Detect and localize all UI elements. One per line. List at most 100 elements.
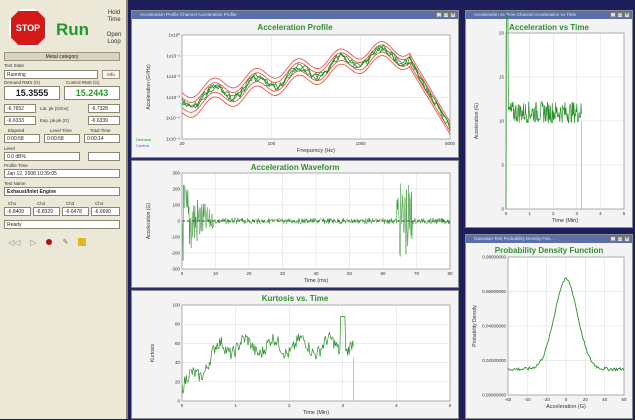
stat-cell: -6.6333 xyxy=(4,116,36,125)
plot-area xyxy=(181,304,451,402)
elapsed-value: 0:00:58 xyxy=(4,134,40,143)
y-tick-label: 10 xyxy=(499,119,505,124)
x-tick-label: 0 xyxy=(565,397,568,402)
x-tick-label: 5 xyxy=(623,211,626,216)
probability-density-chart[interactable]: 0.08000000 0.06000000 0.04000000 0.02000000… xyxy=(466,235,634,420)
window-title-bar[interactable]: Gaussian Test Probability Density Fun... xyxy=(466,235,632,243)
info-button[interactable]: Info xyxy=(102,70,120,79)
step-icon[interactable]: ▷ xyxy=(30,237,37,247)
close-icon[interactable]: × xyxy=(624,236,630,242)
total-time-value: 0:00:14 xyxy=(84,134,120,143)
acceleration-waveform-window[interactable]: Acceleration Waveform 300 200 100 0 -100 -200… xyxy=(131,160,459,288)
legend-control: Control xyxy=(136,143,149,148)
plot-area xyxy=(181,34,451,140)
x-tick-label: 40 xyxy=(313,271,319,276)
y-tick-label: 60 xyxy=(175,341,181,346)
profile-line xyxy=(181,43,451,129)
x-tick-label: -40 xyxy=(524,397,531,402)
x-axis-label: Acceleration (G) xyxy=(546,404,586,410)
control-rms-value: 15.2443 xyxy=(64,86,120,100)
test-name-value: Exhaust/Inlet Engine xyxy=(4,187,120,196)
probability-density-window[interactable]: Gaussian Test Probability Density Fun...… xyxy=(465,234,633,419)
pdf-line xyxy=(507,277,625,372)
y-tick-label: 5 xyxy=(501,163,504,168)
x-tick-label: 5 xyxy=(449,403,452,408)
y-tick-label: 100 xyxy=(172,303,180,308)
export-icon[interactable] xyxy=(78,238,87,246)
y-tick-label: 1x10⁻³ xyxy=(166,95,180,100)
minimize-icon[interactable]: _ xyxy=(610,236,616,242)
y-tick-label: -300 xyxy=(171,267,181,272)
stat-label: Exp. pk-pk (G) xyxy=(40,118,70,123)
acceleration-profile-chart[interactable]: 1x10⁰ 1x10⁻¹ 1x10⁻² 1x10⁻³ 1x10⁻⁴ 1x10⁻⁵20 100… xyxy=(132,11,460,159)
elapsed-label: Elapsed xyxy=(8,128,25,133)
y-tick-label: 1x10⁻² xyxy=(166,74,180,79)
x-tick-label: 1000 xyxy=(356,141,367,146)
minimize-icon[interactable]: _ xyxy=(610,12,616,18)
rewind-icon[interactable]: ◁◁ xyxy=(8,237,21,247)
control-panel: STOP Run Hold Time Open Loop Metal categ… xyxy=(0,0,128,419)
edit-icon[interactable]: ✎ xyxy=(62,239,69,246)
stat-cell: -6.7328 xyxy=(88,104,120,113)
acceleration-vs-time-window[interactable]: Acceleration vs Time Channel Acceleratio… xyxy=(465,10,633,228)
window-title-bar[interactable]: Acceleration vs Time Channel Acceleratio… xyxy=(466,11,632,19)
stop-button[interactable]: STOP xyxy=(9,9,47,47)
kurtosis-chart[interactable]: 100 80 60 40 20 00 1 2 3 4 5 Kurtosis Time (Min) xyxy=(132,291,460,420)
stat-label: Lat. pk (G/ms) xyxy=(40,106,69,111)
waveform-line xyxy=(181,183,451,261)
x-tick-label: 1 xyxy=(234,403,237,408)
y-tick-label: 0.04000000 xyxy=(482,324,506,329)
profile-time-value: Jan 12, 2008 10:39:05 xyxy=(4,169,120,178)
acceleration-vs-time-chart[interactable]: 20 15 10 5 00 1 2 3 4 5 Acceleration (G) Time (Min) xyxy=(466,11,634,229)
channel-header: Ch4 xyxy=(95,201,104,206)
channel-value: -6.8329 xyxy=(33,207,60,216)
x-tick-label: 70 xyxy=(414,271,420,276)
minimize-icon[interactable]: _ xyxy=(436,12,442,18)
y-axis-label: Acceleration (G²/Hz) xyxy=(146,64,152,110)
open-loop-button[interactable]: Open Loop xyxy=(106,32,122,45)
x-tick-label: 3 xyxy=(342,403,345,408)
x-tick-label: 20 xyxy=(583,397,589,402)
tolerance-line xyxy=(181,55,451,135)
level-time-label: Level Time xyxy=(50,128,72,133)
chart-title: Acceleration Profile xyxy=(257,23,333,32)
record-icon[interactable] xyxy=(46,239,53,245)
y-tick-label: 0.06000000 xyxy=(482,289,506,294)
y-tick-label: 300 xyxy=(172,171,180,176)
mode-bar[interactable]: Metal category xyxy=(4,52,120,61)
x-axis-label: Frequency (Hz) xyxy=(297,148,335,154)
x-tick-label: 4 xyxy=(395,403,398,408)
maximize-icon[interactable]: □ xyxy=(617,12,623,18)
y-tick-label: 200 xyxy=(172,187,180,192)
y-tick-label: 1x10⁰ xyxy=(168,33,180,38)
x-tick-label: 100 xyxy=(268,141,276,146)
acceleration-profile-window[interactable]: Acceleration Profile Channel Acceleratio… xyxy=(131,10,459,158)
y-tick-label: 0.08000000 xyxy=(482,255,506,260)
window-title-bar[interactable]: Acceleration Profile Channel Acceleratio… xyxy=(132,11,458,19)
status-field: Ready xyxy=(4,220,120,229)
maximize-icon[interactable]: □ xyxy=(443,12,449,18)
y-tick-label: 40 xyxy=(175,360,181,365)
close-icon[interactable]: × xyxy=(624,12,630,18)
x-tick-label: 2 xyxy=(288,403,291,408)
x-tick-label: 80 xyxy=(447,271,453,276)
x-tick-label: 50 xyxy=(347,271,353,276)
y-tick-label: 1x10⁻⁵ xyxy=(166,137,180,142)
legend-demand: Demand xyxy=(136,137,151,142)
profile-time-label: Profile Time xyxy=(4,163,28,168)
hold-time-button[interactable]: Hold Time xyxy=(107,10,121,23)
y-axis-label: Acceleration (G) xyxy=(146,203,152,239)
maximize-icon[interactable]: □ xyxy=(617,236,623,242)
run-status: Run xyxy=(56,20,90,39)
demand-rms-value: 15.3555 xyxy=(4,86,60,100)
window-divider xyxy=(131,158,459,160)
demand-label: Demand RMS (G) xyxy=(4,80,41,85)
test-name-label: Test Name xyxy=(4,181,26,186)
y-tick-label: 0.00000000 xyxy=(482,393,506,398)
channel-header: Ch2 xyxy=(37,201,46,206)
y-tick-label: 15 xyxy=(499,75,505,80)
level-field xyxy=(88,152,120,161)
kurtosis-window[interactable]: Kurtosis vs. Time 100 80 60 40 20 0 0 1 2 3 4 5 Kurt… xyxy=(131,290,459,419)
close-icon[interactable]: × xyxy=(450,12,456,18)
